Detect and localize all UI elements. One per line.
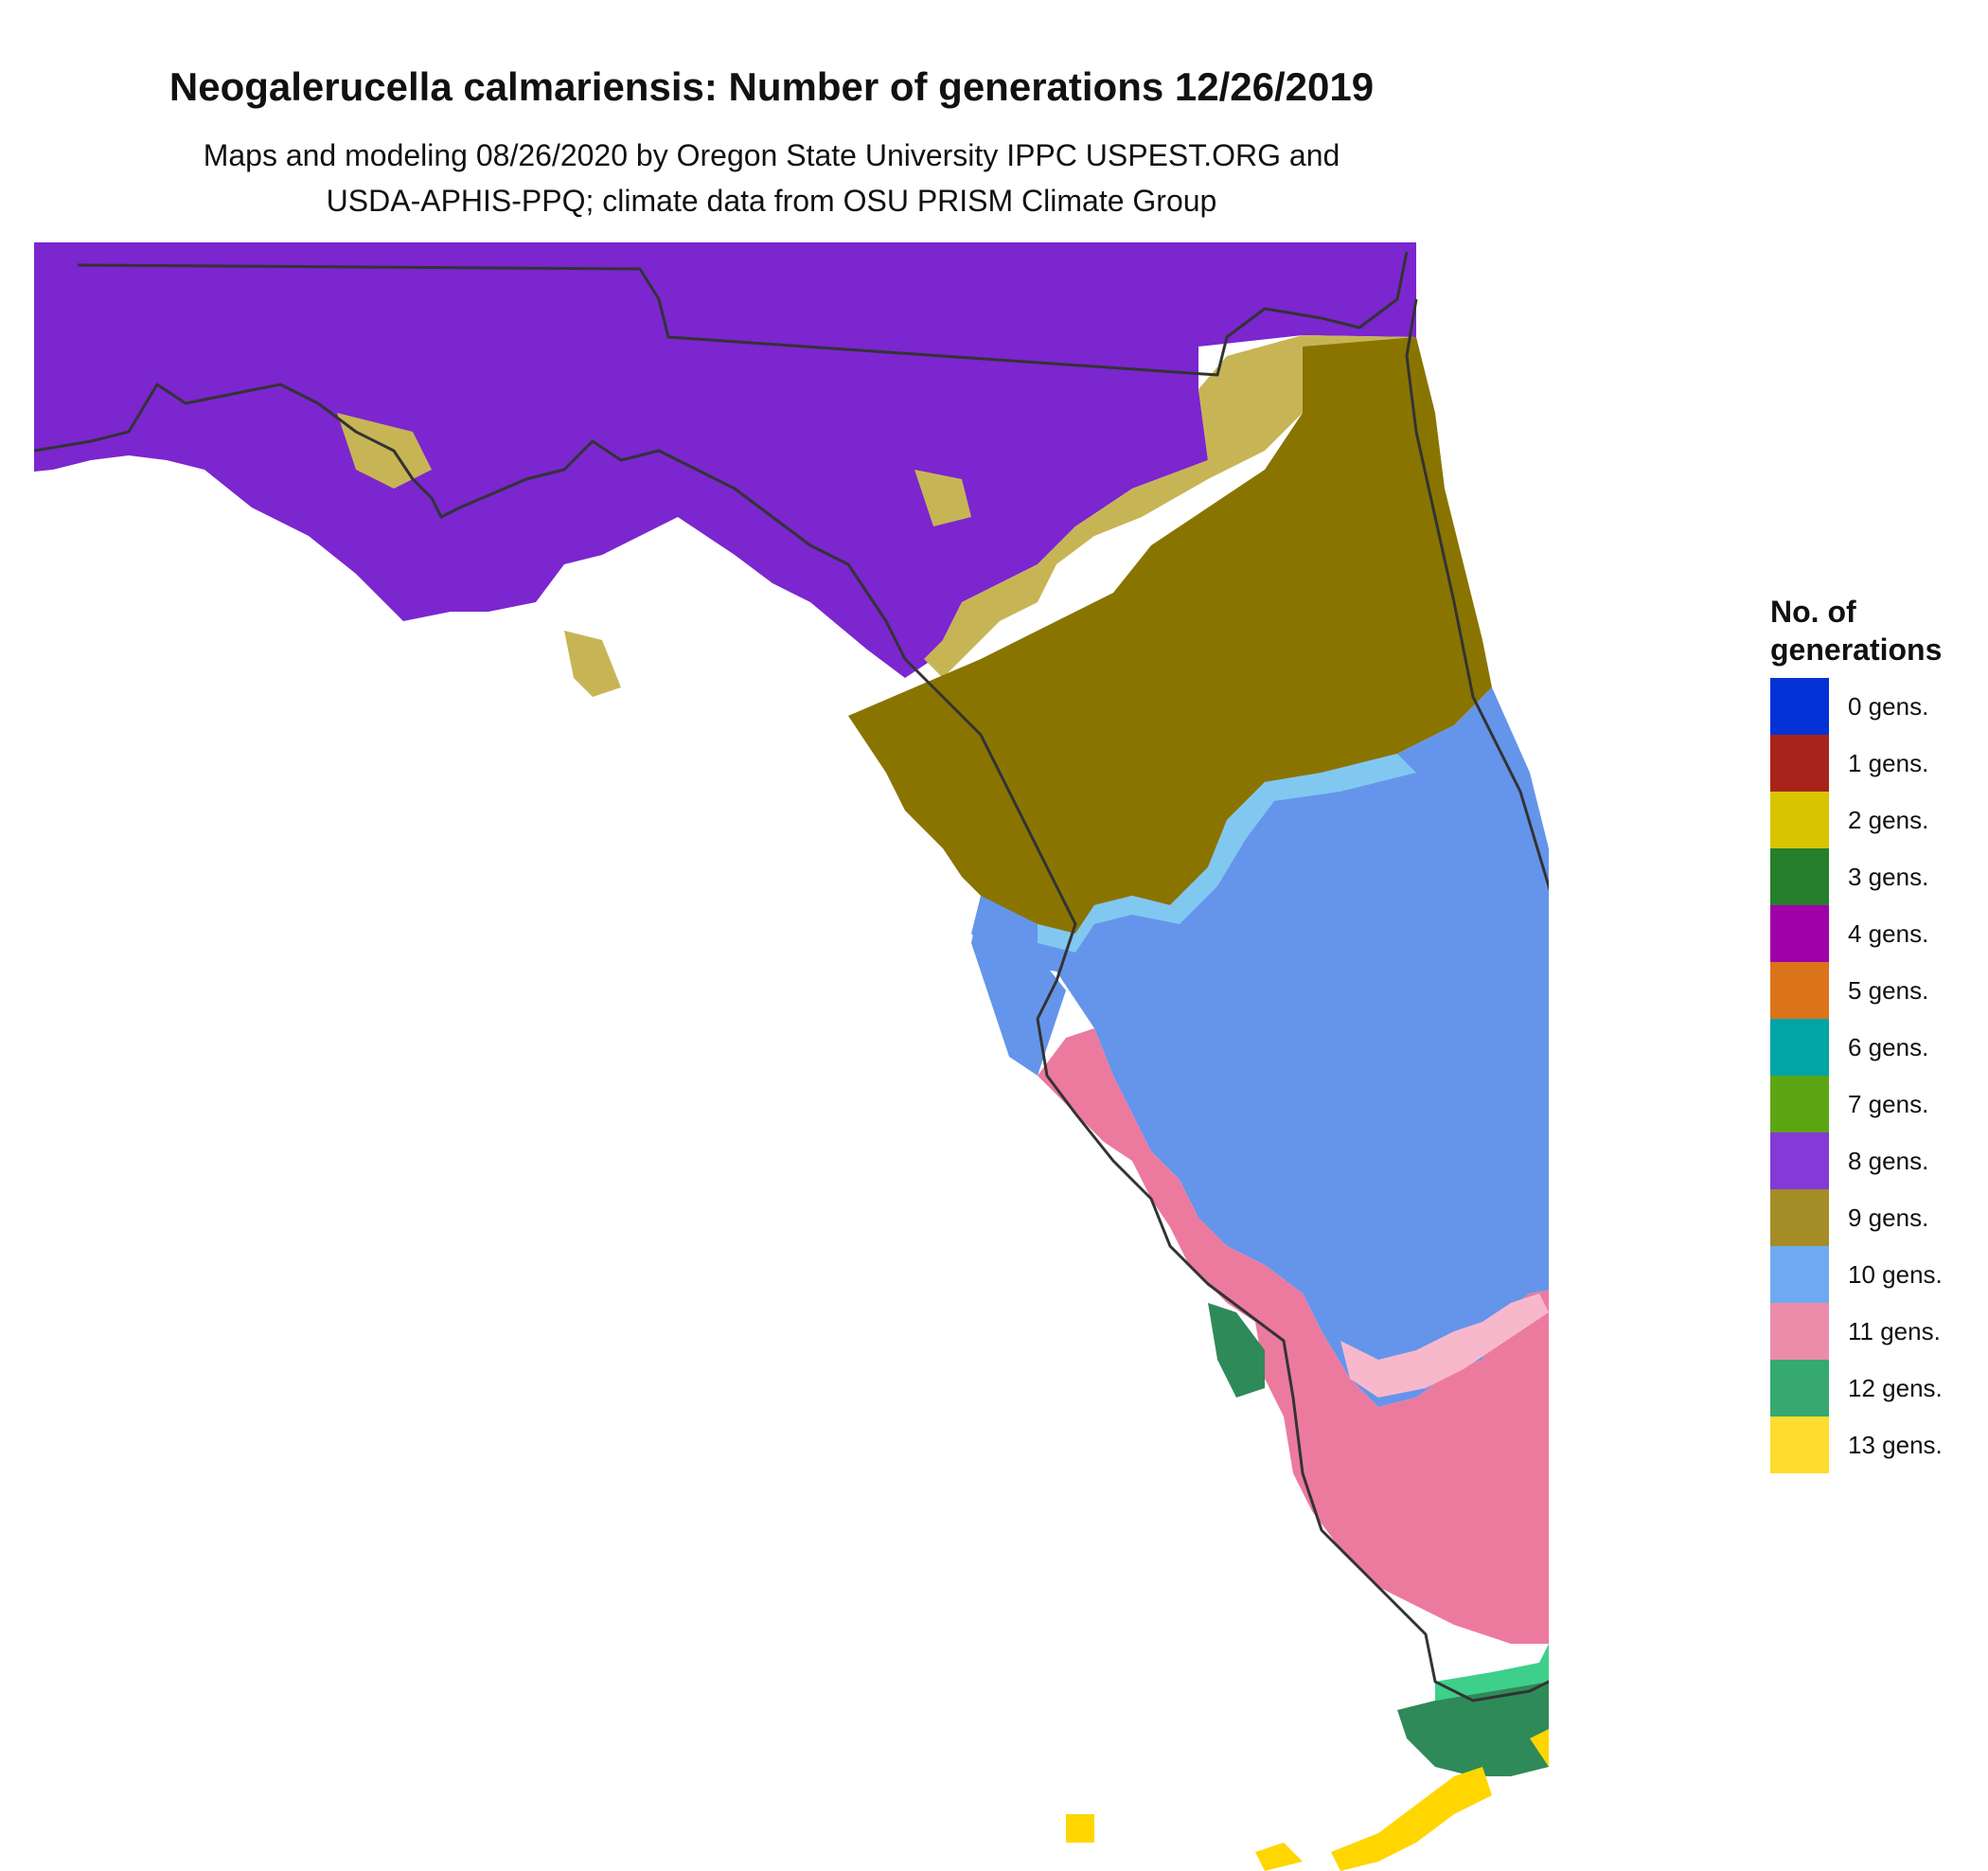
state-boundary-line <box>77 251 1409 377</box>
legend-item: 0 gens. <box>1770 678 1988 735</box>
region-10-gens-light-edge <box>1038 754 1416 953</box>
legend-title-line-1: No. of <box>1770 595 1856 629</box>
legend-item: 9 gens. <box>1770 1189 1988 1246</box>
legend-swatch <box>1770 792 1829 848</box>
region-12-gens-southwest <box>1208 1303 1265 1398</box>
region-9-gens-light-band <box>924 335 1416 678</box>
legend-label: 6 gens. <box>1848 1032 1929 1061</box>
legend-swatch <box>1770 1019 1829 1076</box>
legend-label: 5 gens. <box>1848 975 1929 1005</box>
legend-item: 6 gens. <box>1770 1019 1988 1076</box>
legend-label: 3 gens. <box>1848 862 1929 891</box>
legend-label: 10 gens. <box>1848 1259 1943 1289</box>
legend-item: 2 gens. <box>1770 792 1988 848</box>
legend-label: 0 gens. <box>1848 691 1929 721</box>
subtitle-line-1: Maps and modeling 08/26/2020 by Oregon S… <box>203 138 1340 172</box>
legend-label: 9 gens. <box>1848 1203 1929 1232</box>
legend-swatch <box>1770 1132 1829 1189</box>
legend-label: 12 gens. <box>1848 1373 1943 1402</box>
region-9-gens-light-patch-1 <box>564 631 621 697</box>
legend-swatch <box>1770 848 1829 905</box>
legend-swatch <box>1770 1076 1829 1132</box>
region-12-gens-southeast <box>1397 1530 1549 1776</box>
legend-label: 1 gens. <box>1848 748 1929 777</box>
legend-item: 12 gens. <box>1770 1360 1988 1417</box>
legend-label: 13 gens. <box>1848 1430 1943 1459</box>
region-13-gens-key-2 <box>1066 1814 1094 1843</box>
region-10-gens <box>971 687 1549 1407</box>
region-11-gens-light-band <box>1340 1293 1549 1398</box>
legend-item: 10 gens. <box>1770 1246 1988 1303</box>
legend-label: 11 gens. <box>1848 1316 1941 1345</box>
legend-swatch <box>1770 1303 1829 1360</box>
legend-item: 7 gens. <box>1770 1076 1988 1132</box>
florida-coastline <box>34 298 1549 1702</box>
legend-swatch <box>1770 735 1829 792</box>
legend-swatch <box>1770 905 1829 962</box>
legend-label: 2 gens. <box>1848 805 1929 834</box>
legend-swatch <box>1770 1189 1829 1246</box>
region-13-gens-key-3 <box>1530 1729 1549 1767</box>
region-9-gens-light-patch-3 <box>914 470 971 526</box>
legend-swatch <box>1770 678 1829 735</box>
legend-swatch <box>1770 1246 1829 1303</box>
legend-item: 13 gens. <box>1770 1417 1988 1473</box>
legend-label: 4 gens. <box>1848 918 1929 948</box>
legend-item: 8 gens. <box>1770 1132 1988 1189</box>
legend-swatch <box>1770 1417 1829 1473</box>
map-title: Neogalerucella calmariensis: Number of g… <box>169 64 1375 109</box>
map-subtitle: Maps and modeling 08/26/2020 by Oregon S… <box>0 133 1543 223</box>
legend-label: 7 gens. <box>1848 1089 1929 1118</box>
region-13-gens-key-1 <box>1255 1843 1303 1871</box>
region-12-gens-light-edge <box>1435 1644 1549 1701</box>
legend-item: 1 gens. <box>1770 735 1988 792</box>
legend-label: 8 gens. <box>1848 1146 1929 1175</box>
legend-title: No. of generations <box>1770 593 1988 668</box>
region-8-gens-panhandle <box>34 242 1416 678</box>
map-legend: No. of generations 0 gens. 1 gens. 2 gens.… <box>1770 593 1988 1473</box>
legend-item: 11 gens. <box>1770 1303 1988 1360</box>
region-11-gens <box>1038 1028 1549 1644</box>
region-13-gens-keys <box>1331 1767 1492 1871</box>
legend-item: 3 gens. <box>1770 848 1988 905</box>
legend-title-line-2: generations <box>1770 633 1943 667</box>
florida-generations-map <box>34 242 1549 1871</box>
region-10-gens-west-coast <box>971 896 1066 1076</box>
legend-item: 5 gens. <box>1770 962 1988 1019</box>
legend-swatch <box>1770 962 1829 1019</box>
subtitle-line-2: USDA-APHIS-PPQ; climate data from OSU PR… <box>326 184 1217 218</box>
legend-item: 4 gens. <box>1770 905 1988 962</box>
region-9-gens <box>848 337 1492 934</box>
legend-items: 0 gens. 1 gens. 2 gens. 3 gens. 4 gens. 5 gen… <box>1770 678 1988 1473</box>
legend-swatch <box>1770 1360 1829 1417</box>
